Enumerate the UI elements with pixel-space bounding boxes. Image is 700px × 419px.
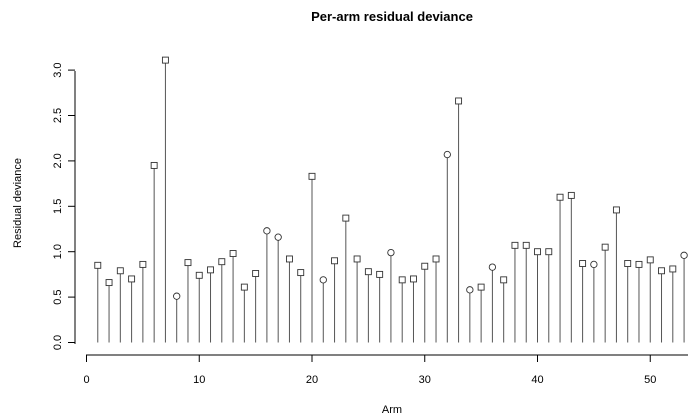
point-arm-31 <box>432 255 440 263</box>
point-arm-26 <box>376 270 384 278</box>
point-arm-18 <box>286 255 293 263</box>
point-arm-39 <box>522 241 530 249</box>
point-arm-29 <box>410 275 417 283</box>
point-arm-9 <box>184 259 192 267</box>
y-tick-label: 2.5 <box>52 108 64 123</box>
point-arm-10 <box>195 271 203 279</box>
points-layer <box>94 56 688 300</box>
point-arm-15 <box>252 270 260 277</box>
point-arm-25 <box>364 268 372 276</box>
point-arm-2 <box>105 279 113 287</box>
point-arm-21 <box>319 276 327 284</box>
point-arm-12 <box>218 258 226 266</box>
point-arm-11 <box>207 266 214 274</box>
y-axis-label: Residual deviance <box>12 158 24 248</box>
point-arm-17 <box>274 233 282 241</box>
point-arm-35 <box>477 283 485 291</box>
y-tick-label: 0.5 <box>52 289 64 304</box>
stems-layer <box>97 60 685 343</box>
x-tick-label: 30 <box>419 374 431 386</box>
point-arm-45 <box>590 260 598 269</box>
point-arm-13 <box>229 250 237 257</box>
point-arm-46 <box>601 243 609 251</box>
x-tick-label: 50 <box>644 374 656 386</box>
point-arm-3 <box>116 267 124 275</box>
point-arm-28 <box>398 276 406 284</box>
x-tick-label: 40 <box>531 374 543 386</box>
point-arm-49 <box>635 260 643 268</box>
point-arm-52 <box>669 265 677 273</box>
point-arm-51 <box>658 267 665 275</box>
y-tick-label: 2.0 <box>52 153 64 168</box>
point-arm-22 <box>331 257 338 265</box>
y-axis-ticks: 0.0 0.5 1.0 1.5 2.0 2.5 3.0 <box>52 62 75 350</box>
point-arm-5 <box>139 260 147 268</box>
point-arm-6 <box>150 161 158 169</box>
chart-title: Per-arm residual deviance <box>311 9 473 24</box>
x-tick-label: 10 <box>193 374 205 386</box>
point-arm-8 <box>173 292 181 300</box>
point-arm-50 <box>646 256 654 264</box>
point-arm-44 <box>579 260 587 267</box>
point-arm-24 <box>353 255 361 263</box>
point-arm-48 <box>624 260 632 267</box>
point-arm-7 <box>161 56 169 64</box>
point-arm-23 <box>342 214 350 222</box>
point-arm-34 <box>466 286 474 294</box>
point-arm-47 <box>612 206 620 214</box>
y-tick-label: 0.0 <box>52 335 64 350</box>
point-arm-41 <box>545 248 553 256</box>
point-arm-36 <box>488 263 497 271</box>
x-tick-label: 20 <box>306 374 318 386</box>
point-arm-43 <box>567 191 575 199</box>
y-tick-label: 1.5 <box>52 199 64 214</box>
x-axis-label: Arm <box>382 404 402 416</box>
point-arm-30 <box>421 262 429 270</box>
y-tick-label: 3.0 <box>52 62 64 77</box>
point-arm-42 <box>556 193 564 201</box>
point-arm-53 <box>680 251 688 259</box>
point-arm-38 <box>511 241 519 249</box>
point-arm-32 <box>443 150 451 159</box>
point-arm-37 <box>500 276 508 284</box>
point-arm-33 <box>455 97 463 105</box>
y-tick-label: 1.0 <box>52 244 64 259</box>
x-axis-ticks: 0 10 20 30 40 50 <box>83 355 656 386</box>
point-arm-16 <box>263 227 271 235</box>
point-arm-14 <box>240 283 248 291</box>
point-arm-4 <box>128 275 136 283</box>
point-arm-20 <box>308 172 316 180</box>
point-arm-40 <box>534 248 541 256</box>
x-tick-label: 0 <box>83 374 89 386</box>
point-arm-19 <box>297 269 305 277</box>
point-arm-1 <box>94 261 102 269</box>
point-arm-27 <box>387 248 395 257</box>
